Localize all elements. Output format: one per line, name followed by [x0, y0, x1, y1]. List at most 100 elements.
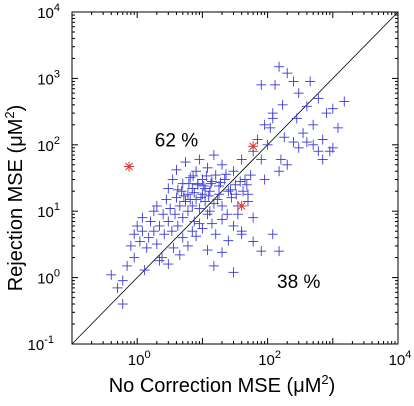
highlight-point: [124, 161, 135, 172]
data-point: [194, 154, 205, 165]
data-point: [167, 174, 178, 185]
data-point: [265, 122, 276, 133]
data-point: [222, 209, 233, 220]
data-point: [154, 255, 165, 266]
data-point: [242, 196, 253, 207]
data-point: [154, 220, 165, 231]
y-axis-label: Rejection MSE (μM2): [2, 105, 27, 292]
data-point: [288, 137, 299, 148]
data-point: [256, 154, 267, 165]
data-point: [182, 206, 193, 217]
data-point: [143, 232, 154, 243]
data-point: [308, 119, 319, 130]
data-point: [203, 190, 214, 201]
data-point: [158, 209, 169, 220]
data-point: [204, 186, 215, 197]
data-point: [321, 108, 332, 119]
data-point: [217, 200, 228, 211]
data-point: [204, 206, 215, 217]
data-point: [165, 203, 176, 214]
axes-frame: [71, 11, 399, 345]
data-point: [117, 275, 128, 286]
data-point: [197, 223, 208, 234]
data-point: [191, 166, 202, 177]
highlight-point: [248, 141, 259, 152]
data-point: [217, 247, 228, 258]
data-point: [305, 76, 316, 87]
data-point: [172, 220, 183, 231]
data-point: [332, 122, 343, 133]
data-point: [174, 249, 185, 260]
data-point: [170, 209, 181, 220]
data-point: [301, 137, 312, 148]
data-point: [205, 178, 216, 189]
data-point: [192, 178, 203, 189]
data-point: [327, 142, 338, 153]
data-point: [241, 179, 252, 190]
data-point: [238, 186, 249, 197]
data-point: [174, 200, 185, 211]
data-point: [177, 232, 188, 243]
data-point: [145, 216, 156, 227]
highlight-point: [236, 200, 247, 211]
data-point: [220, 169, 231, 180]
data-point: [288, 76, 299, 87]
data-point: [201, 170, 212, 181]
data-point: [327, 103, 338, 114]
data-point: [200, 196, 211, 207]
data-point: [210, 229, 221, 240]
data-point: [206, 218, 217, 229]
data-point: [293, 142, 304, 153]
data-point: [232, 209, 243, 220]
data-point: [256, 79, 267, 90]
data-point: [279, 132, 290, 143]
y-tick-label: 100: [37, 268, 60, 288]
data-point: [180, 157, 191, 168]
data-point: [187, 226, 198, 237]
percentage-annotation: 62 %: [155, 130, 198, 151]
data-point: [248, 236, 259, 247]
x-axis-label: No Correction MSE (μM2): [109, 372, 336, 397]
data-point: [248, 212, 259, 223]
data-point: [275, 154, 286, 165]
data-point: [125, 240, 136, 251]
data-point: [267, 229, 278, 240]
x-tick-label: 100: [128, 349, 151, 369]
data-point: [161, 194, 172, 205]
data-point: [106, 269, 117, 280]
data-point: [178, 190, 189, 201]
data-point: [231, 189, 242, 200]
data-point: [202, 245, 213, 256]
data-point: [208, 150, 219, 161]
data-point: [228, 166, 239, 177]
data-point: [259, 119, 270, 130]
data-point: [198, 180, 209, 191]
data-point: [163, 259, 174, 270]
data-point: [189, 216, 200, 227]
data-point: [274, 246, 285, 257]
data-point: [151, 239, 162, 250]
data-point: [313, 93, 324, 104]
data-point: [187, 200, 198, 211]
data-point: [191, 231, 202, 242]
data-point: [189, 187, 200, 198]
data-point: [235, 176, 246, 187]
data-point: [219, 174, 230, 185]
y-tick-label: 103: [37, 68, 60, 88]
data-point: [202, 162, 213, 173]
data-point: [134, 236, 145, 247]
data-point: [252, 134, 263, 145]
data-point: [208, 260, 219, 271]
data-point: [206, 176, 217, 187]
data-point: [166, 226, 177, 237]
identity-line: [71, 11, 399, 345]
data-point: [163, 183, 174, 194]
data-point: [298, 128, 309, 139]
percentage-annotation: 38 %: [277, 272, 320, 293]
data-point: [228, 220, 239, 231]
data-point: [137, 226, 148, 237]
data-point: [239, 174, 250, 185]
data-point: [185, 172, 196, 183]
data-point: [168, 242, 179, 253]
data-point: [112, 282, 123, 293]
